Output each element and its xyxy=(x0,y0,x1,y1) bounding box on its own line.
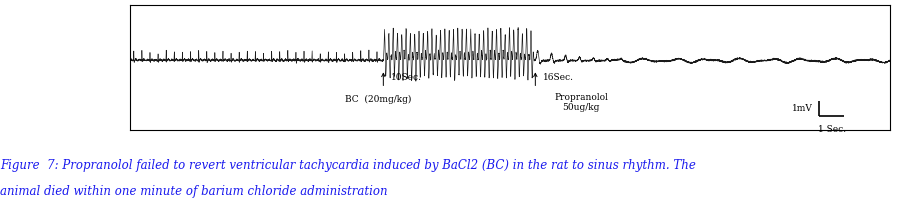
Text: Propranolol: Propranolol xyxy=(554,93,607,102)
Text: 50ug/kg: 50ug/kg xyxy=(562,103,599,112)
Text: 1 Sec.: 1 Sec. xyxy=(817,125,845,134)
Text: animal died within one minute of barium chloride administration: animal died within one minute of barium … xyxy=(0,185,387,198)
Text: 10Sec.: 10Sec. xyxy=(390,73,422,82)
Text: BC  (20mg/kg): BC (20mg/kg) xyxy=(345,95,411,104)
Text: Figure  7: Propranolol failed to revert ventricular tachycardia induced by BaCl2: Figure 7: Propranolol failed to revert v… xyxy=(0,159,695,172)
Text: 16Sec.: 16Sec. xyxy=(543,73,573,82)
Text: 1mV: 1mV xyxy=(791,104,812,113)
